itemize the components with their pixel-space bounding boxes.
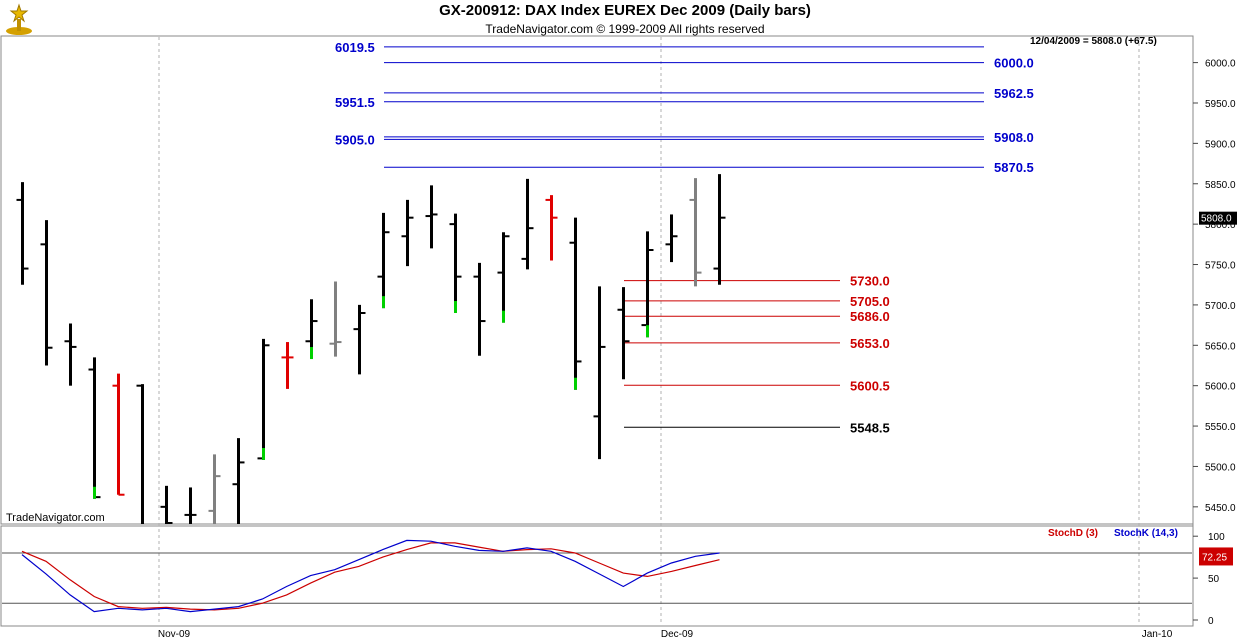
stoch-last-label: 72.25: [1202, 552, 1227, 563]
last-price-box: [1199, 211, 1237, 225]
stoch-tick-label: 50: [1208, 574, 1220, 585]
price-levels: 6019.5 6000.0 5962.5 5951.5 5908.0 5905.0 5870…: [335, 40, 1034, 435]
resistance-label: 5951.5: [335, 95, 375, 110]
price-tick-label: 5850.0: [1205, 180, 1236, 191]
price-tick-label: 5550.0: [1205, 422, 1236, 433]
ohlc-bar: [425, 185, 438, 249]
ohlc-bar: [257, 338, 270, 460]
price-tick-label: 6000.0: [1205, 59, 1236, 70]
ohlc-bar: [232, 438, 245, 524]
price-tick-label: 5700.0: [1205, 301, 1236, 312]
price-axis: 5450.0 5500.0 5550.0 5600.0 5650.0 5700.0 5750…: [1193, 59, 1237, 514]
time-axis: Nov-09 Dec-09 Jan-10: [158, 629, 1173, 640]
price-tick-label: 5450.0: [1205, 503, 1236, 514]
ohlc-bar: [713, 174, 726, 285]
price-pane-frame: [0, 35, 1194, 525]
ohlc-bar: [353, 304, 366, 375]
ohlc-bar: [665, 214, 678, 263]
legend-stochd: StochD (3): [1048, 528, 1098, 539]
chart-subtitle: TradeNavigator.com © 1999-2009 All right…: [485, 22, 765, 36]
time-tick-label: Jan-10: [1142, 629, 1173, 640]
stochastic-pane: 0 50 100 72.25 StochD (3) StochK (14,3): [2, 528, 1233, 627]
ohlc-bar: [521, 178, 534, 270]
stoch-series-line: [21, 539, 720, 613]
resistance-label: 5905.0: [335, 132, 375, 147]
ohlc-bar: [617, 287, 630, 380]
price-tick-label: 5500.0: [1205, 462, 1236, 473]
resistance-label: 6000.0: [994, 56, 1034, 71]
price-tick-label: 5950.0: [1205, 99, 1236, 110]
support-label: 5653.0: [850, 336, 890, 351]
price-tick-label: 5800.0: [1205, 220, 1236, 231]
watermark-text: TradeNavigator.com: [6, 512, 105, 524]
ohlc-bar: [281, 342, 294, 389]
stoch-pane-frame: [0, 525, 1194, 627]
resistance-label: 5870.5: [994, 160, 1034, 175]
resistance-label: 5962.5: [994, 86, 1034, 101]
ohlc-bar: [40, 220, 53, 366]
support-label: 5548.5: [850, 420, 890, 435]
support-label: 5730.0: [850, 274, 890, 289]
ohlc-bar: [16, 182, 29, 285]
ohlc-bar: [401, 199, 414, 267]
ohlc-bar: [184, 487, 197, 524]
support-label: 5705.0: [850, 294, 890, 309]
resistance-label: 6019.5: [335, 40, 375, 55]
last-value-readout: 12/04/2009 = 5808.0 (+67.5): [1030, 36, 1157, 47]
stoch-series-line: [21, 542, 720, 611]
ohlc-bar: [569, 217, 582, 390]
ohlc-bar: [305, 299, 318, 360]
ohlc-bar: [208, 454, 221, 524]
ohlc-bar: [641, 231, 654, 338]
ohlc-bar: [545, 195, 558, 261]
ohlc-bar: [88, 357, 101, 499]
last-price-label: 5808.0: [1201, 214, 1232, 225]
ohlc-bar: [329, 281, 342, 357]
ohlc-bar: [377, 212, 390, 309]
ohlc-bar: [689, 178, 702, 287]
ohlc-bar: [160, 485, 173, 524]
time-tick-label: Dec-09: [661, 629, 694, 640]
chart-title: GX-200912: DAX Index EUREX Dec 2009 (Dai…: [439, 2, 811, 19]
ohlc-bar: [449, 213, 462, 313]
stoch-tick-label: 100: [1208, 532, 1225, 543]
ohlc-bar: [136, 384, 144, 524]
ohlc-bar: [112, 373, 125, 496]
price-tick-label: 5600.0: [1205, 382, 1236, 393]
price-tick-label: 5750.0: [1205, 261, 1236, 272]
resistance-label: 5908.0: [994, 130, 1034, 145]
ohlc-bar: [473, 262, 486, 356]
ohlc-bar: [497, 232, 510, 323]
tradenavigator-logo: [6, 3, 32, 35]
ohlc-bar: [593, 286, 606, 460]
ohlc-bar: [64, 323, 77, 386]
price-tick-label: 5900.0: [1205, 139, 1236, 150]
time-tick-label: Nov-09: [158, 629, 191, 640]
price-tick-label: 5650.0: [1205, 341, 1236, 352]
price-bars: [16, 174, 726, 524]
vertical-gridlines: [158, 37, 1140, 625]
support-label: 5600.5: [850, 378, 890, 393]
stoch-last-box: [1199, 547, 1233, 566]
support-label: 5686.0: [850, 309, 890, 324]
legend-stochk: StochK (14,3): [1114, 528, 1178, 539]
stoch-tick-label: 0: [1208, 616, 1214, 627]
